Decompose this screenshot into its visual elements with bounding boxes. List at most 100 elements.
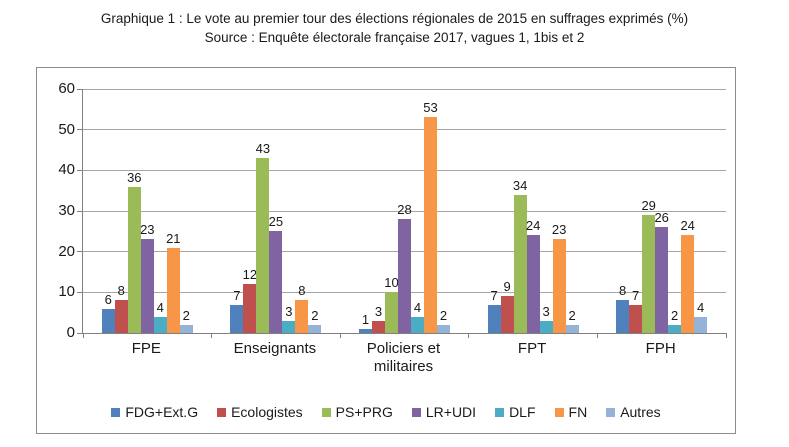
legend-item-fdg-ext-g: FDG+Ext.G <box>111 404 198 420</box>
bar-group-policiers-et-militaires: 1 3 10 28 4 53 2 <box>340 89 469 333</box>
bar-fdg-ext-g: 7 <box>230 288 244 333</box>
bar-autres: 4 <box>694 300 708 333</box>
y-axis-tick-label: 30 <box>58 202 75 219</box>
y-axis-tick-0 <box>77 332 83 334</box>
bar-group-fpe: 6 8 36 23 4 21 2 <box>83 89 212 333</box>
bar-value-label: 23 <box>551 222 567 238</box>
chart-title: Graphique 1 : Le vote au premier tour de… <box>0 9 789 47</box>
legend-swatch-icon <box>411 407 421 417</box>
y-axis-tick-60 <box>77 88 83 90</box>
bar-dlf: 3 <box>282 304 296 333</box>
bar-value-label: 8 <box>619 283 627 299</box>
bar-lr-udi: 26 <box>654 211 669 333</box>
bar-ecologistes: 7 <box>629 288 643 333</box>
x-axis-tick <box>339 333 341 338</box>
bar-value-label: 3 <box>542 303 550 319</box>
bar-ecologistes: 9 <box>500 280 514 333</box>
legend-swatch-icon <box>554 407 564 417</box>
gridline-30 <box>83 210 726 212</box>
bar-value-label: 12 <box>242 267 258 283</box>
bar-value-label: 26 <box>654 210 669 226</box>
bar-fn: 24 <box>680 219 695 333</box>
bar-value-label: 2 <box>311 307 319 323</box>
bar-groups: 6 8 36 23 4 21 2 7 12 43 25 3 8 2 1 3 10 28 4 53 2 7 9 34 24 3 23 2… <box>83 89 726 333</box>
bar-value-label: 2 <box>568 307 576 323</box>
bar-dlf: 3 <box>539 304 553 333</box>
y-axis-tick-10 <box>77 291 83 293</box>
bar-fdg-ext-g: 6 <box>101 292 115 333</box>
bar-fn: 23 <box>552 223 566 333</box>
bar-autres: 2 <box>436 308 450 333</box>
bar-ecologistes: 3 <box>371 304 385 333</box>
bar-value-label: 7 <box>632 287 640 303</box>
legend-swatch-icon <box>606 407 616 417</box>
y-axis-tick-40 <box>77 169 83 171</box>
bar-value-label: 3 <box>374 303 383 319</box>
category-label: FPE <box>82 340 211 376</box>
bar-fdg-ext-g: 7 <box>487 288 501 333</box>
y-axis-tick-label: 20 <box>58 242 75 260</box>
y-axis-tick-label: 60 <box>58 80 75 97</box>
bar-dlf: 4 <box>153 300 167 333</box>
plot-area: 6 8 36 23 4 21 2 7 12 43 25 3 8 2 1 3 10 28 4 53 2 7 9 34 24 3 23 2… <box>77 88 727 338</box>
bar-lr-udi: 24 <box>526 219 540 333</box>
bar-fdg-ext-g: 1 <box>358 312 372 333</box>
bar-value-label: 4 <box>156 299 164 315</box>
bar-value-label: 10 <box>384 275 399 291</box>
bar-value-label: 36 <box>127 169 142 185</box>
y-axis-tick-label: 50 <box>58 120 75 138</box>
bar-value-label: 7 <box>233 287 241 303</box>
bar-value-label: 8 <box>117 283 125 299</box>
x-axis-tick <box>596 333 598 338</box>
chart-frame: 6 8 36 23 4 21 2 7 12 43 25 3 8 2 1 3 10 28 4 53 2 7 9 34 24 3 23 2… <box>36 67 736 434</box>
bar-value-label: 2 <box>439 307 448 323</box>
bar-value-label: 25 <box>268 214 284 230</box>
chart-title-line1: Graphique 1 : Le vote au premier tour de… <box>100 11 689 26</box>
legend: FDG+Ext.G Ecologistes PS+PRG LR+UDI DLF FN Aut… <box>37 404 735 420</box>
bar-dlf: 4 <box>410 300 424 333</box>
legend-label: FDG+Ext.G <box>125 404 199 420</box>
bar-value-label: 53 <box>423 100 438 116</box>
legend-swatch-icon <box>321 407 331 417</box>
gridline-50 <box>83 129 726 131</box>
bar-fn: 53 <box>423 101 438 333</box>
bar-lr-udi: 28 <box>397 203 412 333</box>
bar-autres: 2 <box>565 308 579 333</box>
legend-item-lr-udi: LR+UDI <box>411 404 477 420</box>
bar-value-label: 28 <box>397 202 412 218</box>
bar-value-label: 24 <box>680 218 695 234</box>
category-label-text: FPE <box>131 340 161 357</box>
bar-autres: 2 <box>308 308 322 333</box>
legend-item-ps-prg: PS+PRG <box>321 404 393 420</box>
y-axis-tick-label: 10 <box>58 283 75 301</box>
bar-value-label: 43 <box>255 141 271 157</box>
bar-ps-prg: 34 <box>513 178 527 333</box>
x-axis-tick <box>82 333 84 338</box>
legend-label: LR+UDI <box>425 404 477 420</box>
bar-ecologistes: 8 <box>114 284 128 333</box>
legend-swatch-icon <box>217 407 227 417</box>
bar-value-label: 2 <box>182 307 190 323</box>
category-label-text: Enseignants <box>233 340 317 357</box>
bar-value-label: 29 <box>641 198 656 214</box>
category-label: FPH <box>596 340 725 376</box>
bar-lr-udi: 23 <box>140 223 155 333</box>
bar-autres: 2 <box>179 308 193 333</box>
legend-label: FN <box>568 404 588 420</box>
bar-dlf: 2 <box>668 308 682 333</box>
y-axis-tick-50 <box>77 129 83 131</box>
category-label-text: FPH <box>645 340 676 357</box>
legend-label: Autres <box>620 404 661 420</box>
bar-value-label: 8 <box>298 283 306 299</box>
bar-ecologistes: 12 <box>243 268 257 333</box>
bar-group-fph: 8 7 29 26 2 24 4 <box>597 89 726 333</box>
legend-swatch-icon <box>495 407 505 417</box>
legend-label: Ecologistes <box>231 404 303 420</box>
x-axis-tick <box>468 333 470 338</box>
gridline-40 <box>83 169 726 171</box>
category-label-text: FPT <box>517 340 547 357</box>
category-label: FPT <box>468 340 597 376</box>
bar-group-enseignants: 7 12 43 25 3 8 2 <box>212 89 341 333</box>
legend-swatch-icon <box>111 407 121 417</box>
bar-group-fpt: 7 9 34 24 3 23 2 <box>469 89 598 333</box>
